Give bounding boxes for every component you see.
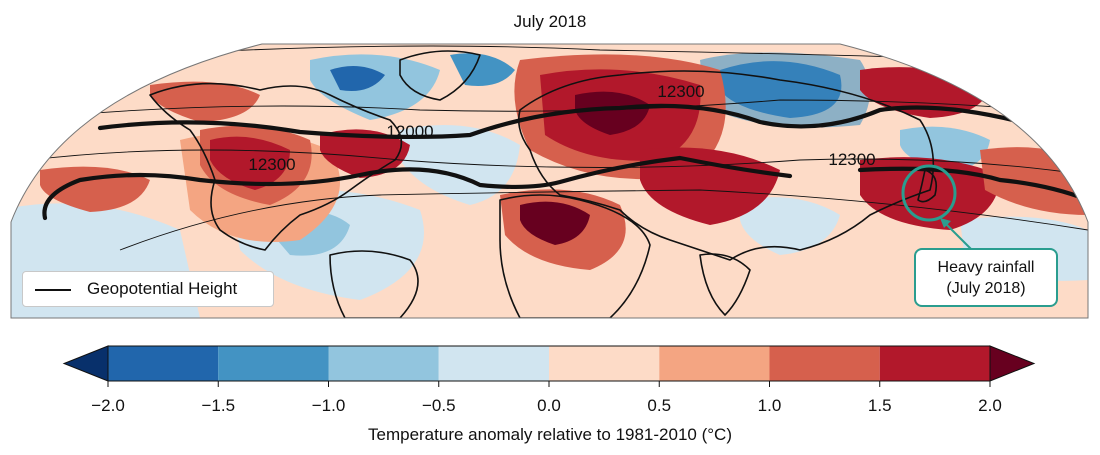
- callout-line-2: (July 2018): [946, 280, 1026, 297]
- anomaly-patch-cool: [740, 197, 840, 255]
- colorbar-segment: [218, 346, 329, 381]
- coastline-africa: [499, 194, 651, 318]
- callout-line-1: Heavy rainfall: [937, 259, 1035, 276]
- colorbar-tick-label: 2.0: [978, 396, 1002, 415]
- geopotential-contour-thick: [42, 155, 793, 221]
- anomaly-patch-warm: [320, 129, 410, 178]
- anomaly-patch-warm: [150, 81, 260, 122]
- coastline-europe-asia: [517, 70, 935, 261]
- geopotential-contour-thick: [857, 166, 1088, 203]
- colorbar-tick-label: 0.5: [647, 396, 672, 415]
- legend-line-swatch: [35, 289, 71, 291]
- anomaly-patch-warm: [520, 201, 590, 245]
- geopotential-contour: [29, 149, 1088, 176]
- colorbar-tick-label: −1.5: [201, 396, 236, 415]
- legend-label: Geopotential Height: [87, 279, 238, 298]
- colorbar-extend-low: [62, 345, 109, 382]
- colorbar-tick-label: 0.0: [537, 396, 561, 415]
- contour-label: 12300: [248, 155, 295, 174]
- anomaly-patch-cool: [700, 52, 870, 128]
- contour-label: 12000: [386, 122, 433, 141]
- colorbar-label: Temperature anomaly relative to 1981-201…: [368, 425, 732, 444]
- temperature-anomaly-map: 12000 12300 12300 12300: [10, 43, 1089, 319]
- map-boundary: [10, 43, 1089, 319]
- anomaly-patch-warm: [860, 157, 1000, 230]
- coastline-greenland: [399, 50, 481, 101]
- colorbar: [62, 345, 1036, 387]
- colorbar-segment: [108, 346, 219, 381]
- anomaly-patch-cool: [330, 66, 385, 91]
- colorbar-segment: [769, 346, 880, 381]
- colorbar-segment: [659, 346, 770, 381]
- map-legend: Geopotential Height: [22, 271, 274, 307]
- anomaly-patch-warm: [40, 166, 150, 212]
- colorbar-tick-label: −1.0: [311, 396, 346, 415]
- geopotential-contour: [119, 189, 1088, 251]
- anomaly-patch-cool: [450, 53, 515, 86]
- colorbar-tick-label: −2.0: [91, 396, 125, 415]
- contour-label: 12300: [657, 82, 704, 101]
- annotation-arrowhead: [940, 218, 951, 228]
- contour-label: 12300: [828, 150, 875, 169]
- colorbar-segment: [879, 346, 990, 381]
- colorbar-segment: [328, 346, 439, 381]
- map-title: July 2018: [513, 12, 587, 31]
- colorbar-tick-label: 1.0: [757, 396, 782, 415]
- heavy-rainfall-callout: Heavy rainfall (July 2018): [914, 248, 1058, 307]
- heavy-rainfall-region-marker: [901, 164, 957, 222]
- anomaly-patch-warm: [575, 91, 650, 135]
- coastline-india: [699, 253, 751, 316]
- colorbar-tick-label: 1.5: [867, 396, 892, 415]
- colorbar-segment: [438, 346, 549, 381]
- coastline-south-america: [329, 250, 419, 318]
- colorbar-extend-high: [989, 345, 1036, 382]
- colorbar-tick-label: −0.5: [421, 396, 456, 415]
- geopotential-contour-thick: [97, 103, 1053, 140]
- colorbar-segment: [549, 346, 660, 381]
- coastline-japan: [917, 169, 938, 203]
